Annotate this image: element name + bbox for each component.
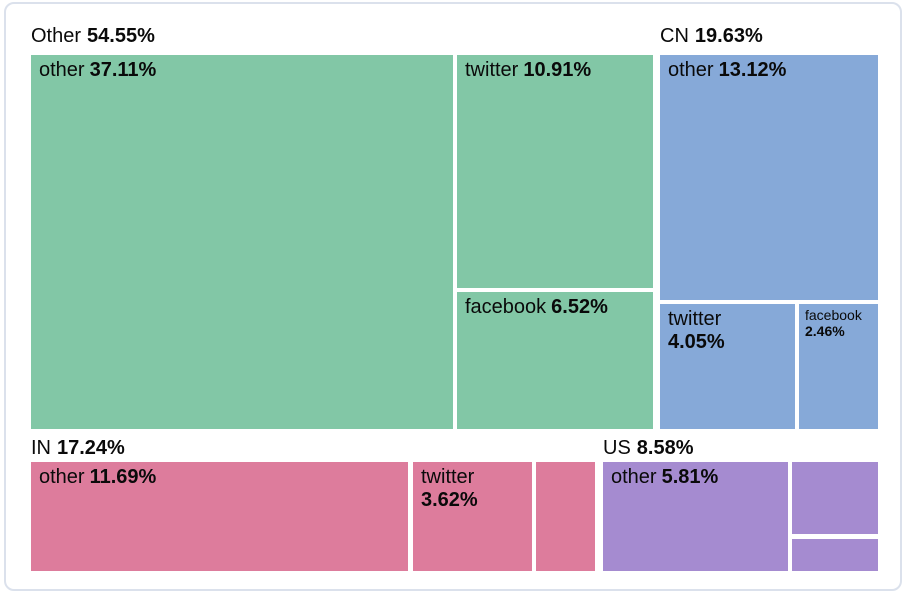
treemap-cell-US-cell-3[interactable] (792, 539, 878, 571)
cell-value: 10.91% (523, 59, 592, 81)
group-header-IN: IN 17.24% (31, 435, 125, 461)
cell-label: twitter (465, 59, 519, 81)
treemap-cell-US-other[interactable]: other 5.81% (603, 462, 788, 571)
treemap-cell-IN-cell-3[interactable] (536, 462, 595, 571)
cell-value: 3.62% (421, 489, 478, 511)
treemap-cell-CN-twitter[interactable]: twitter 4.05% (660, 304, 795, 429)
treemap-cell-CN-facebook[interactable]: facebook 2.46% (799, 304, 878, 429)
group-value: 54.55% (87, 25, 155, 47)
treemap-cell-IN-other[interactable]: other 11.69% (31, 462, 408, 571)
group-header-US: US 8.58% (603, 435, 694, 461)
cell-value: 11.69% (89, 466, 157, 488)
group-label: CN (660, 25, 689, 47)
cell-value: 5.81% (661, 466, 719, 488)
cell-value: 6.52% (551, 296, 608, 318)
treemap-cell-CN-other[interactable]: other 13.12% (660, 55, 878, 300)
cell-value: 37.11% (89, 59, 157, 81)
treemap-cell-Other-twitter[interactable]: twitter 10.91% (457, 55, 653, 288)
group-label: US (603, 437, 631, 459)
cell-label: other (39, 466, 85, 488)
cell-label: other (39, 59, 85, 81)
cell-label: twitter (421, 466, 475, 488)
group-header-CN: CN 19.63% (660, 23, 763, 49)
group-value: 19.63% (694, 25, 763, 47)
cell-label: facebook (465, 296, 547, 318)
cell-label: other (611, 466, 657, 488)
cell-value: 4.05% (668, 331, 725, 353)
group-value: 17.24% (57, 437, 125, 459)
treemap-cell-US-cell-2[interactable] (792, 462, 878, 534)
cell-value: 13.12% (718, 59, 787, 81)
cell-value: 2.46% (805, 323, 845, 340)
group-value: 8.58% (636, 437, 694, 459)
cell-label: facebook (805, 307, 862, 323)
cell-label: other (668, 59, 714, 81)
group-header-Other: Other 54.55% (31, 23, 155, 49)
cell-label: twitter (668, 308, 722, 330)
treemap-cell-IN-twitter[interactable]: twitter 3.62% (413, 462, 532, 571)
treemap-cell-Other-facebook[interactable]: facebook 6.52% (457, 292, 653, 429)
treemap-cell-Other-other[interactable]: other 37.11% (31, 55, 453, 429)
group-label: Other (31, 25, 82, 47)
group-label: IN (31, 437, 51, 459)
